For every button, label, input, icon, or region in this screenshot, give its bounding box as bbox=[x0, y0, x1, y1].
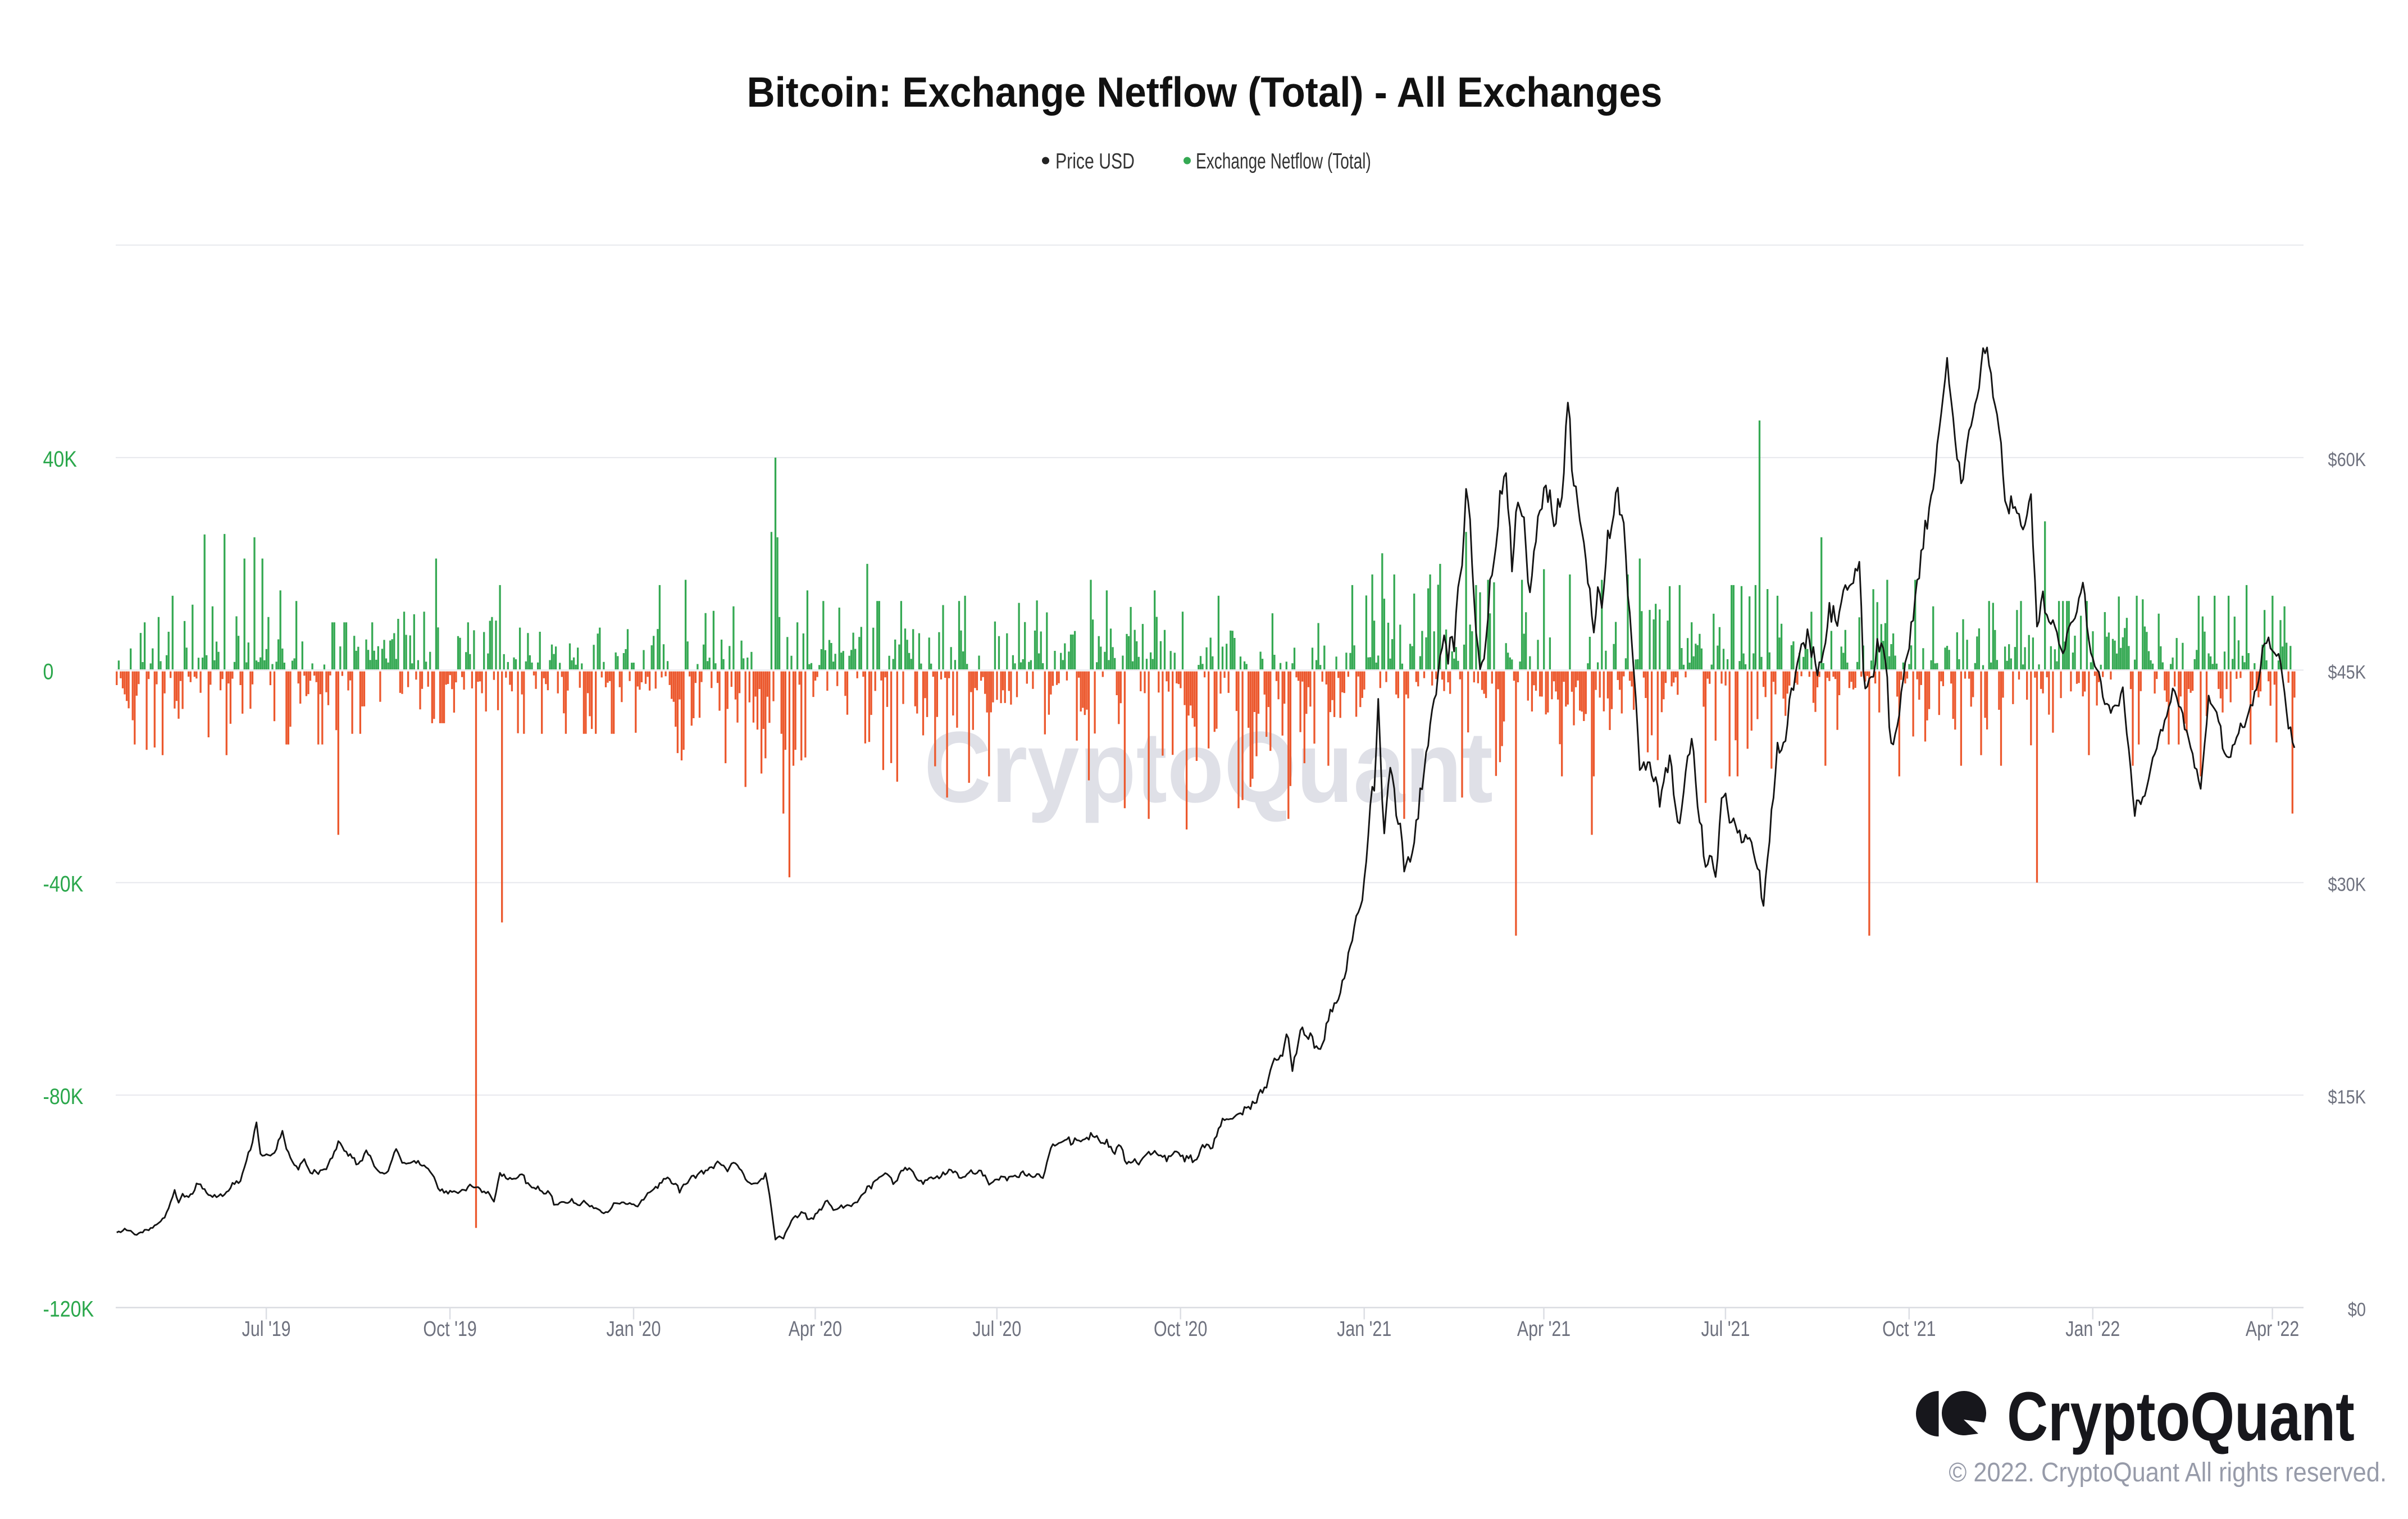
svg-text:-120K: -120K bbox=[43, 1296, 94, 1321]
svg-text:$0: $0 bbox=[2348, 1298, 2366, 1320]
svg-text:Jul '20: Jul '20 bbox=[972, 1317, 1021, 1341]
svg-text:0: 0 bbox=[43, 659, 54, 684]
svg-text:-40K: -40K bbox=[43, 871, 84, 896]
svg-text:-80K: -80K bbox=[43, 1083, 84, 1109]
svg-text:© 2022. CryptoQuant All rights: © 2022. CryptoQuant All rights reserved. bbox=[1949, 1457, 2387, 1488]
svg-text:$15K: $15K bbox=[2328, 1086, 2366, 1108]
svg-text:$60K: $60K bbox=[2328, 449, 2366, 471]
svg-text:Oct '20: Oct '20 bbox=[1154, 1317, 1207, 1341]
svg-text:Exchange Netflow (Total): Exchange Netflow (Total) bbox=[1196, 149, 1371, 174]
svg-text:Apr '21: Apr '21 bbox=[1517, 1317, 1571, 1341]
svg-text:Apr '20: Apr '20 bbox=[789, 1317, 842, 1341]
svg-text:Jan '20: Jan '20 bbox=[606, 1317, 661, 1341]
svg-text:Oct '19: Oct '19 bbox=[423, 1317, 476, 1341]
svg-text:$30K: $30K bbox=[2328, 873, 2366, 895]
svg-text:Jan '21: Jan '21 bbox=[1337, 1317, 1391, 1341]
svg-text:Jul '21: Jul '21 bbox=[1701, 1317, 1750, 1341]
svg-text:Bitcoin: Exchange Netflow (Tot: Bitcoin: Exchange Netflow (Total) - All … bbox=[747, 69, 1663, 116]
svg-text:Jan '22: Jan '22 bbox=[2065, 1317, 2120, 1341]
svg-text:Price USD: Price USD bbox=[1055, 149, 1135, 174]
svg-text:40K: 40K bbox=[43, 446, 78, 471]
svg-text:Apr '22: Apr '22 bbox=[2246, 1317, 2299, 1341]
svg-text:CryptoQuant: CryptoQuant bbox=[2007, 1378, 2355, 1456]
svg-text:Jul '19: Jul '19 bbox=[242, 1317, 291, 1341]
svg-text:Oct '21: Oct '21 bbox=[1882, 1317, 1936, 1341]
svg-text:$45K: $45K bbox=[2328, 661, 2366, 683]
